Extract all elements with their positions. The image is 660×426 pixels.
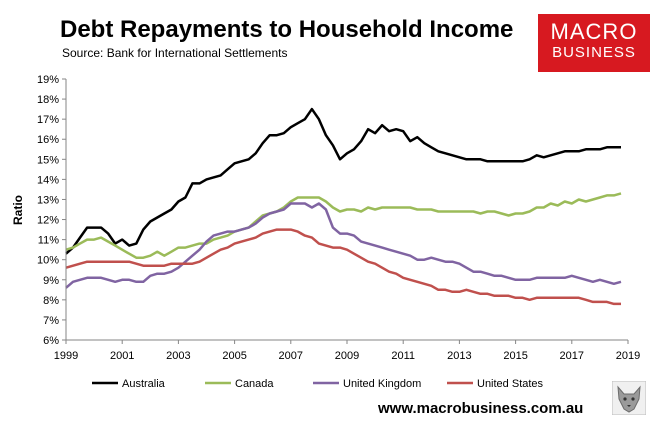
y-tick-label: 7% xyxy=(43,315,59,327)
x-tick-label: 2015 xyxy=(503,350,527,362)
y-tick-label: 18% xyxy=(37,94,59,106)
series-line-australia xyxy=(65,107,621,255)
website-url: www.macrobusiness.com.au xyxy=(378,400,584,417)
legend-label-united-kingdom: United Kingdom xyxy=(343,378,421,390)
x-tick-label: 2009 xyxy=(335,350,359,362)
legend-label-united-states: United States xyxy=(477,378,544,390)
logo-text-macro: MACRO xyxy=(550,19,638,44)
x-tick-label: 2001 xyxy=(110,350,134,362)
x-tick-label: 2017 xyxy=(560,350,584,362)
x-tick-label: 2013 xyxy=(447,350,471,362)
x-tick-label: 2011 xyxy=(391,350,415,362)
logo-text-business: BUSINESS xyxy=(552,44,636,61)
series-line-united-states xyxy=(65,228,621,306)
x-tick-label: 2007 xyxy=(279,350,303,362)
legend-label-australia: Australia xyxy=(122,378,166,390)
chart-legend: Australia Canada United Kingdom United Stat… xyxy=(92,378,544,390)
series-line-canada xyxy=(65,192,622,259)
y-tick-label: 15% xyxy=(37,154,59,166)
y-tick-label: 13% xyxy=(37,194,59,206)
y-tick-label: 9% xyxy=(43,275,59,287)
series-lines xyxy=(65,107,622,306)
x-tick-label: 2019 xyxy=(616,350,640,362)
wolf-logo-icon xyxy=(612,381,646,415)
y-tick-label: 14% xyxy=(37,174,59,186)
y-tick-label: 17% xyxy=(37,114,59,126)
legend-label-canada: Canada xyxy=(235,378,274,390)
chart-title: Debt Repayments to Household Income xyxy=(60,16,514,43)
y-tick-label: 16% xyxy=(37,134,59,146)
y-tick-label: 10% xyxy=(37,255,59,267)
y-axis-ticks: 6% 7% 8% 9% 10% 11% 12% 13% 14% 15% 16% 17% 18% 19% xyxy=(37,74,66,347)
y-tick-label: 8% xyxy=(43,295,59,307)
chart-subtitle: Source: Bank for International Settlemen… xyxy=(62,46,288,60)
y-tick-label: 11% xyxy=(38,235,59,247)
y-tick-label: 19% xyxy=(37,74,59,86)
macrobusiness-logo: MACRO BUSINESS xyxy=(538,14,650,72)
x-tick-label: 2005 xyxy=(222,350,246,362)
x-tick-label: 1999 xyxy=(54,350,78,362)
series-line-united-kingdom xyxy=(65,202,622,289)
x-tick-label: 2003 xyxy=(166,350,190,362)
y-tick-label: 6% xyxy=(43,335,59,347)
x-axis-ticks: 1999 2001 2003 2005 2007 2009 2011 2013 2015 2017… xyxy=(54,340,640,362)
y-tick-label: 12% xyxy=(37,215,59,227)
y-axis-label: Ratio xyxy=(11,195,25,225)
